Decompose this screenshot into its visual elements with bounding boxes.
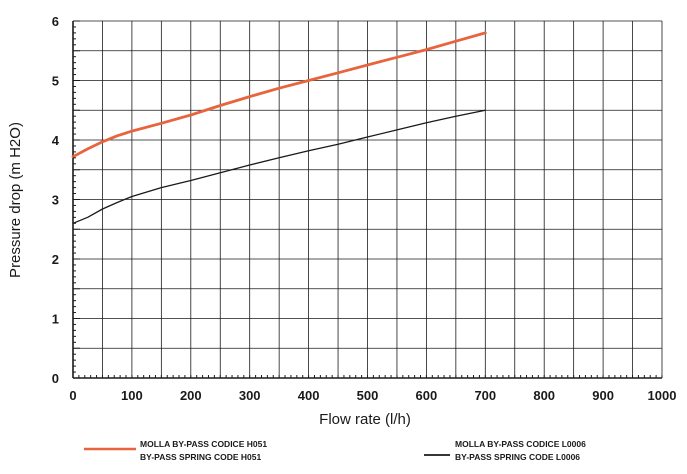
- x-tick-label: 0: [69, 388, 76, 403]
- y-tick-label: 6: [52, 14, 59, 29]
- x-tick-labels: 0 100 200 300 400 500 600 700 800 900 1000: [69, 388, 676, 403]
- y-tick-label: 3: [52, 193, 59, 208]
- legend-label-l0006-line2: BY-PASS SPRING CODE L0006: [455, 452, 580, 462]
- axis-tick-marks: [72, 20, 663, 379]
- y-tick-label: 4: [52, 133, 60, 148]
- x-tick-label: 400: [298, 388, 320, 403]
- series-line-l0006: [72, 109, 486, 224]
- series-line-h051: [71, 31, 487, 159]
- series-layer: [71, 31, 487, 224]
- legend-label-l0006-line1: MOLLA BY-PASS CODICE L0006: [455, 439, 586, 449]
- x-tick-label: 900: [592, 388, 614, 403]
- legend-label-h051-line1: MOLLA BY-PASS CODICE H051: [140, 439, 267, 449]
- minor-grid: [72, 20, 663, 379]
- y-tick-label: 0: [52, 371, 59, 386]
- x-tick-label: 600: [416, 388, 438, 403]
- y-tick-label: 5: [52, 74, 59, 89]
- x-tick-label: 1000: [648, 388, 677, 403]
- x-tick-label: 300: [239, 388, 261, 403]
- y-tick-label: 2: [52, 252, 59, 267]
- legend: MOLLA BY-PASS CODICE H051 BY-PASS SPRING…: [84, 439, 586, 462]
- legend-item-h051: MOLLA BY-PASS CODICE H051 BY-PASS SPRING…: [84, 439, 267, 462]
- x-tick-label: 500: [357, 388, 379, 403]
- x-axis-title: Flow rate (l/h): [319, 411, 411, 428]
- y-tick-labels: 0 1 2 3 4 5 6: [52, 14, 60, 386]
- legend-item-l0006: MOLLA BY-PASS CODICE L0006 BY-PASS SPRIN…: [424, 439, 586, 462]
- x-tick-label: 200: [180, 388, 202, 403]
- x-tick-label: 700: [474, 388, 496, 403]
- legend-label-h051-line2: BY-PASS SPRING CODE H051: [140, 452, 262, 462]
- y-tick-label: 1: [52, 312, 59, 327]
- x-tick-label: 800: [533, 388, 555, 403]
- x-tick-label: 100: [121, 388, 143, 403]
- y-axis-title: Pressure drop (m H2O): [7, 122, 24, 278]
